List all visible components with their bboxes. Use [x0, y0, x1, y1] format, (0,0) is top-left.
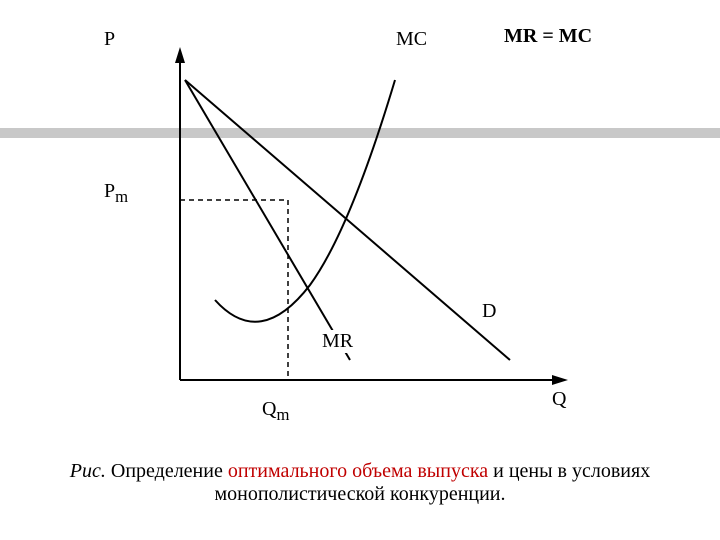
label-q-axis: Q	[548, 388, 570, 411]
caption-part1: Определение	[106, 460, 228, 482]
label-mc: MC	[392, 28, 431, 51]
demand-line	[185, 80, 510, 360]
y-axis-arrow	[175, 47, 185, 63]
chart-svg	[0, 0, 720, 540]
caption-prefix: Рис.	[70, 460, 106, 482]
figure-caption: Рис. Определение оптимального объема вып…	[60, 460, 660, 506]
x-axis-arrow	[552, 375, 568, 385]
label-d: D	[478, 300, 500, 323]
caption-highlight: оптимального объема выпуска	[228, 460, 488, 482]
monopolistic-competition-diagram: P Pm MC MR = MC D MR Qm Q Рис. Определен…	[0, 0, 720, 540]
background-band	[0, 128, 720, 138]
label-pm: Pm	[100, 180, 132, 207]
label-qm: Qm	[258, 398, 293, 425]
label-p-axis: P	[100, 28, 119, 51]
mr-line	[185, 80, 350, 360]
label-mr-eq-mc: MR = MC	[500, 25, 596, 48]
label-mr: MR	[318, 330, 357, 353]
